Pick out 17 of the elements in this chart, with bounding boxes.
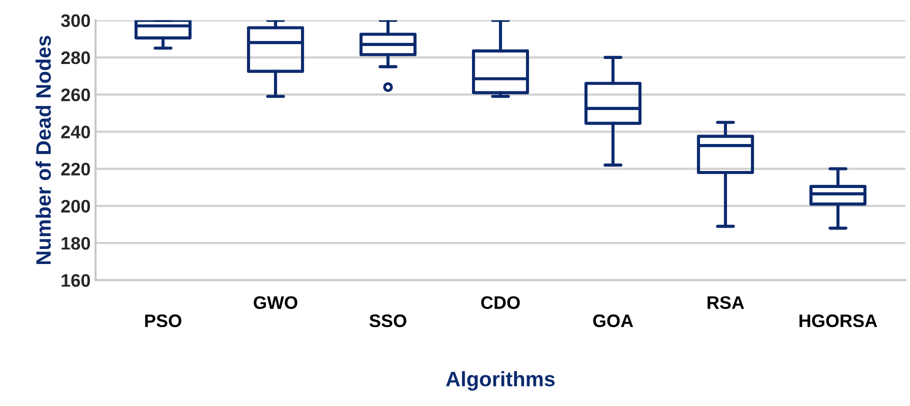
y-tick-label: 180 (62, 236, 90, 250)
x-tick-label: RSA (708, 296, 744, 309)
y-axis-title: Number of Dead Nodes (36, 36, 51, 264)
x-tick-label: CDO (481, 296, 520, 309)
x-axis-title: Algorithms (446, 371, 555, 391)
x-tick-label: GOA (593, 314, 634, 328)
y-tick-label: 200 (61, 200, 90, 213)
x-tick-label: PSO (145, 314, 182, 328)
y-tick-label: 160 (62, 274, 90, 287)
x-tick-label: SSO (369, 314, 406, 328)
x-tick-label: HGORSA (800, 314, 878, 328)
y-tick-label: 220 (61, 162, 90, 176)
x-tick-label: GWO (254, 296, 298, 309)
y-tick-label: 300 (60, 14, 90, 28)
y-tick-label: 280 (61, 51, 90, 64)
y-tick-label: 260 (61, 88, 90, 102)
y-tick-label: 240 (61, 126, 90, 138)
